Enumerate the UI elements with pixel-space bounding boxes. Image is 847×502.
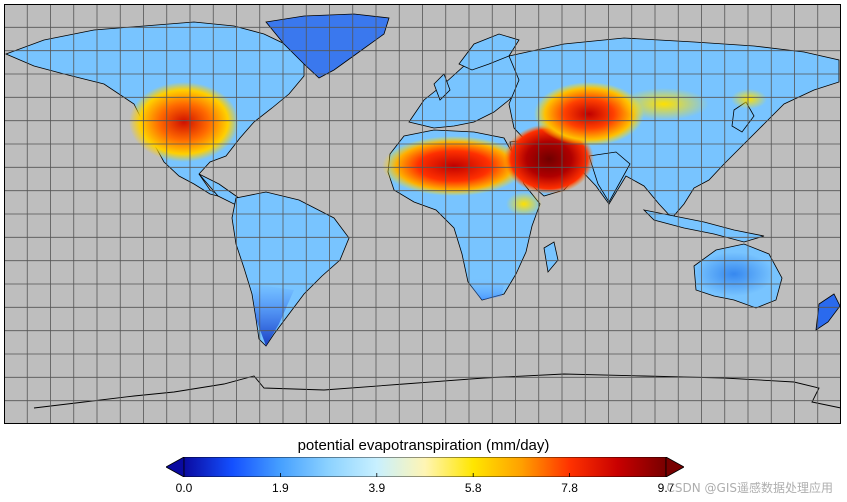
colorbar-extend-high (665, 457, 684, 477)
colorbar-extend-low (166, 457, 185, 477)
watermark: CSDN @GIS遥感数据处理应用 (666, 481, 833, 495)
colorbar-gradient (183, 457, 667, 477)
madagascar (543, 241, 559, 273)
world-map (4, 4, 841, 424)
indonesia (642, 209, 765, 243)
colorbar-tick-label: 1.9 (272, 481, 289, 495)
scandinavia (458, 33, 520, 71)
antarctica-coastline (33, 373, 841, 409)
graticule (4, 4, 841, 424)
india (588, 151, 631, 203)
greenland (265, 13, 390, 79)
colorbar-tick-label: 0.0 (175, 481, 193, 495)
new-zealand (815, 293, 841, 331)
colorbar-tick-label: 5.8 (464, 481, 482, 495)
colorbar (166, 457, 684, 477)
colorbar-tick-label: 3.9 (368, 481, 386, 495)
colorbar-title: potential evapotranspiration (mm/day) (297, 437, 550, 454)
colorbar-tick-label: 9.7 (657, 481, 675, 495)
colorbar-tick-label: 7.8 (561, 481, 578, 495)
map-border (4, 4, 841, 424)
heat-overlays (129, 82, 774, 346)
